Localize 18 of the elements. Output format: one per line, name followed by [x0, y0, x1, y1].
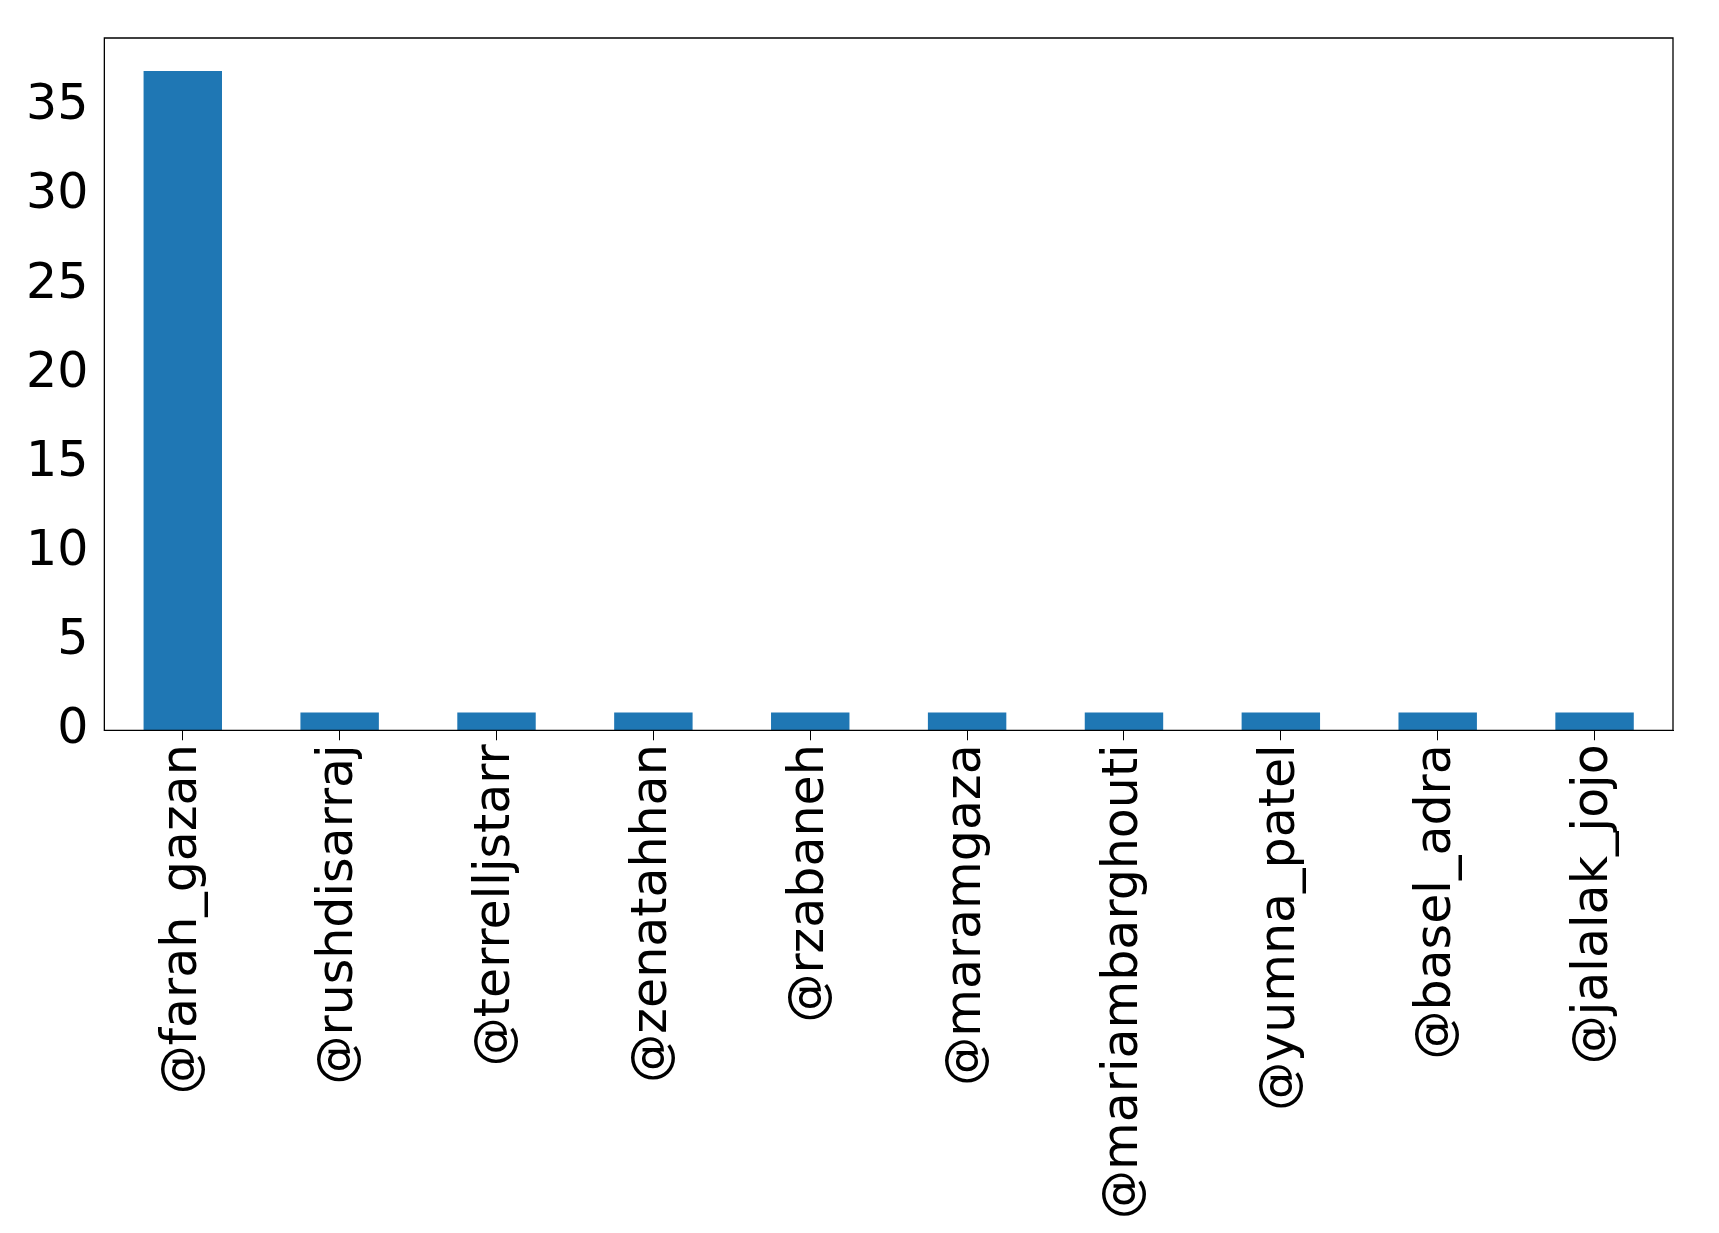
- x-tick-label: @rushdisarraj: [307, 744, 365, 1085]
- x-tick-label: @terrelljstarr: [464, 743, 522, 1067]
- x-tick-label: @yumna_patel: [1248, 744, 1306, 1111]
- y-tick-label: 0: [57, 698, 89, 756]
- y-tick-label: 5: [57, 608, 89, 666]
- x-tick-label: @jalalak_jojo: [1562, 744, 1620, 1065]
- x-tick-label: @zenatahhan: [621, 744, 679, 1083]
- y-tick-label: 30: [25, 163, 89, 221]
- y-tick-label: 10: [25, 519, 89, 577]
- x-tick-label: @maramgaza: [934, 744, 992, 1086]
- y-tick-label: 35: [25, 74, 89, 132]
- x-tick-label: @basel_adra: [1405, 744, 1463, 1060]
- x-tick-label: @mariambarghouti: [1091, 744, 1149, 1220]
- y-tick-label: 25: [25, 252, 89, 310]
- y-tick-label: 15: [25, 430, 89, 488]
- x-tick-label: @rzabaneh: [777, 744, 835, 1023]
- y-tick-label: 20: [25, 341, 89, 399]
- x-tick-label: @farah_gazan: [150, 744, 208, 1095]
